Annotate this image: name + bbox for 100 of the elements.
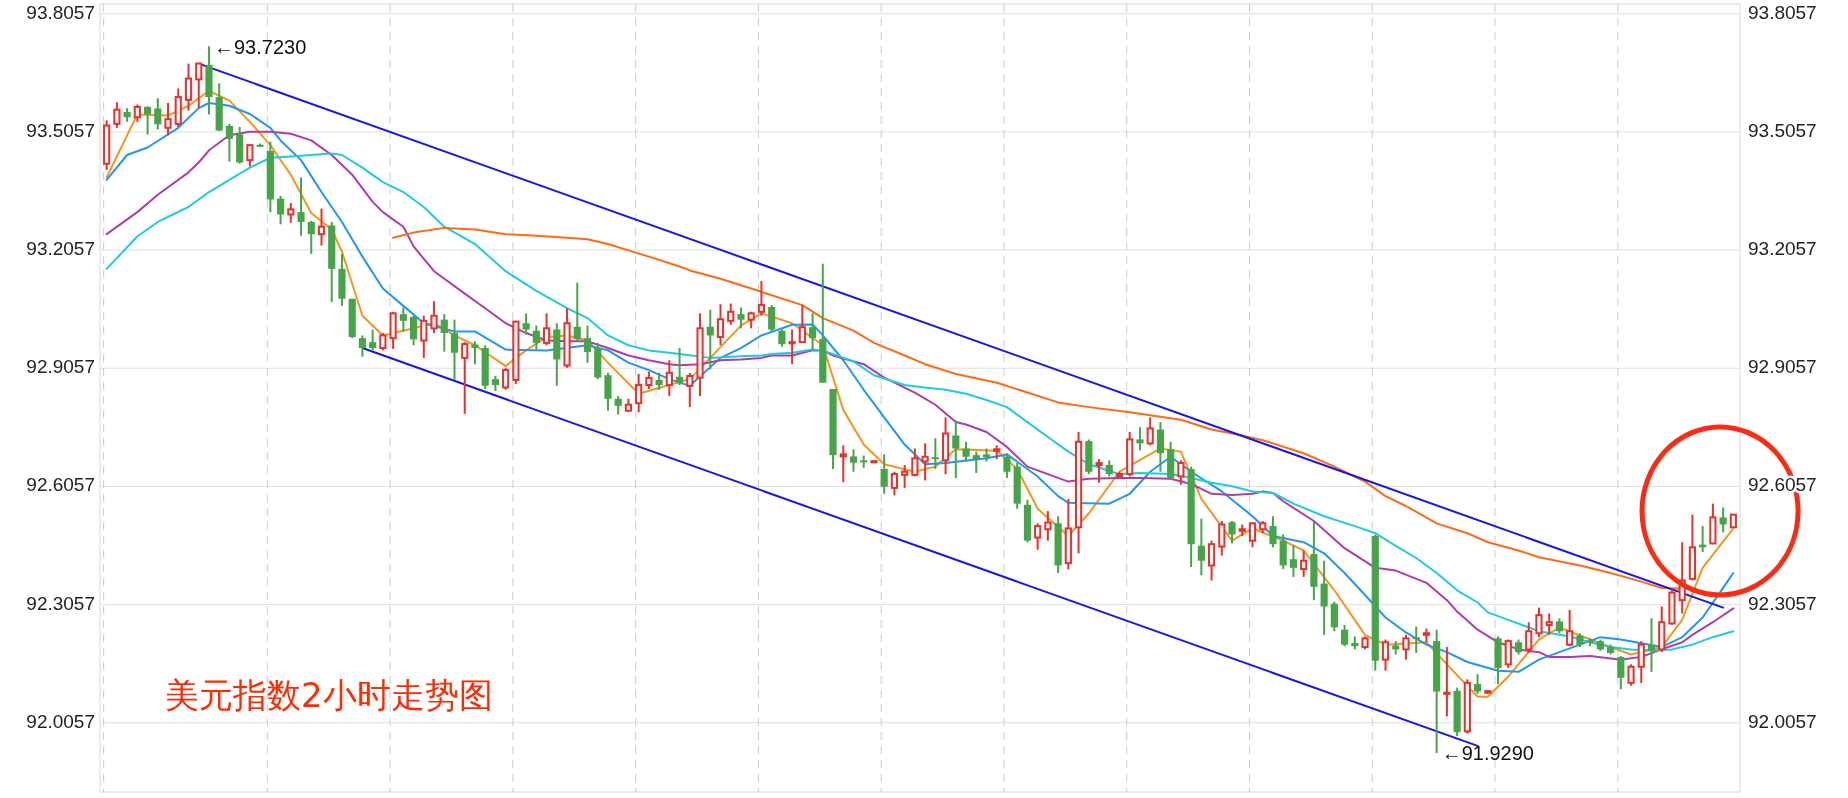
candlestick (604, 371, 612, 412)
candlestick (788, 328, 796, 366)
y2-tick-label: 93.5057 (1748, 119, 1817, 141)
candlestick (583, 324, 592, 364)
y-tick-label: 92.9057 (26, 356, 95, 378)
candlestick (113, 101, 121, 129)
candlestick (1504, 638, 1512, 669)
candlestick (972, 450, 980, 474)
candlestick (225, 122, 233, 163)
candlestick (809, 312, 817, 352)
candlestick (573, 281, 581, 343)
candlestick (532, 324, 540, 351)
candlestick (502, 366, 510, 391)
candlestick (1647, 617, 1656, 673)
candlestick (1289, 544, 1297, 578)
y2-tick-label: 92.9057 (1748, 356, 1817, 378)
y-tick-label: 93.8057 (26, 1, 95, 23)
candlestick (450, 318, 459, 381)
candlestick (635, 373, 643, 414)
candlestick (522, 312, 530, 336)
candlestick (952, 419, 960, 480)
candlestick (1248, 521, 1257, 549)
candlestick (727, 302, 735, 326)
candlestick (358, 334, 366, 358)
candlestick (1269, 515, 1277, 549)
y2-tick-label: 92.0057 (1748, 710, 1817, 732)
candlestick (921, 442, 929, 482)
candlestick (184, 62, 193, 112)
candlestick (1525, 621, 1533, 654)
candlestick (461, 341, 469, 415)
y2-tick-label: 93.8057 (1748, 1, 1817, 23)
candlestick (665, 359, 673, 398)
candlestick (1443, 646, 1451, 718)
candlestick (1566, 609, 1574, 648)
candlestick (1003, 452, 1011, 480)
candlestick (1034, 522, 1042, 551)
y2-tick-label: 93.2057 (1748, 238, 1817, 260)
y-tick-label: 92.3057 (26, 592, 95, 614)
candlestick (154, 97, 162, 131)
candlestick (962, 440, 970, 463)
y-tick-label: 92.0057 (26, 710, 95, 732)
candlestick (399, 306, 407, 333)
candlestick (901, 464, 909, 489)
candlestick (1535, 606, 1543, 639)
candlestick (542, 312, 551, 347)
candlestick (1177, 459, 1185, 486)
candlestick (430, 300, 438, 335)
candlestick (1617, 655, 1625, 691)
annotation: ←93.7230 (213, 35, 307, 58)
y-tick-label: 93.5057 (26, 119, 95, 141)
candlestick (369, 328, 377, 352)
candlestick (716, 303, 725, 347)
candlestick (686, 371, 694, 409)
candlestick (1300, 549, 1308, 578)
annotation: 美元指数2小时走势图 (165, 674, 493, 715)
candlestick (1474, 673, 1482, 695)
candlestick (737, 306, 745, 330)
candlestick (143, 105, 152, 136)
candlestick (287, 202, 295, 224)
candlestick (1330, 600, 1338, 633)
candlestick (297, 176, 305, 237)
candlestick (1208, 539, 1216, 582)
candlestick (839, 444, 847, 484)
candlestick (614, 395, 622, 416)
candlestick (849, 448, 858, 473)
candlestick (195, 61, 203, 110)
y-tick-label: 92.6057 (26, 474, 95, 496)
candlestick (471, 340, 479, 366)
candlestick (1341, 623, 1349, 648)
candlestick (1719, 506, 1727, 534)
candlestick (1044, 510, 1052, 542)
candlestick (706, 308, 714, 371)
candlestick (164, 102, 172, 137)
candlestick (1381, 638, 1390, 672)
candlestick (1320, 559, 1328, 636)
candlestick (317, 207, 326, 247)
candlestick (1136, 426, 1144, 452)
candlestick (1545, 612, 1553, 636)
candlestick (911, 447, 919, 478)
candlestick (757, 280, 765, 317)
candlestick (420, 314, 428, 359)
y2-tick-label: 92.3057 (1748, 592, 1817, 614)
candlestick (1412, 625, 1420, 654)
candlestick (768, 304, 776, 333)
candlestick (307, 219, 315, 255)
candlestick (276, 194, 285, 226)
candlestick (1218, 519, 1226, 557)
candlestick (440, 313, 448, 353)
candlestick (1627, 663, 1635, 687)
candlestick (1402, 633, 1410, 661)
annotation: ←91.9290 (1441, 742, 1534, 765)
candlestick (246, 144, 254, 168)
y-tick-label: 93.2057 (26, 238, 95, 260)
candlestick (1146, 416, 1154, 447)
candlestick (798, 304, 806, 344)
candlestick (1228, 519, 1236, 545)
candlestick (1197, 517, 1205, 577)
candlestick (890, 470, 898, 497)
candlestick (1095, 458, 1103, 484)
candlestick (880, 453, 888, 495)
